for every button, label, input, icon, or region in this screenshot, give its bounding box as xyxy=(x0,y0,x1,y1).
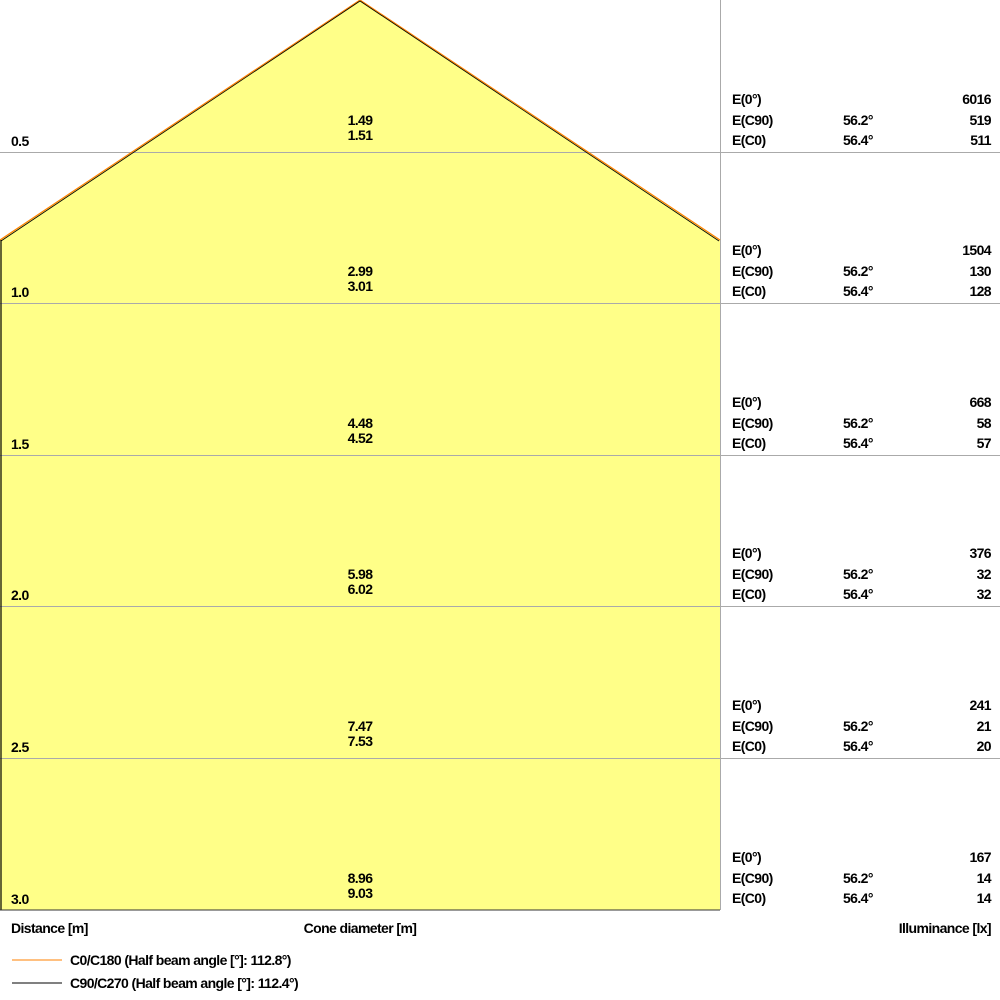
cone-diameter-c0: 7.53 xyxy=(347,733,373,749)
ec0-value: 32 xyxy=(976,586,992,602)
ec90-label: E(C90) xyxy=(732,415,773,431)
ec90-value: 21 xyxy=(976,718,992,734)
ec0-label: E(C0) xyxy=(732,738,766,754)
e0-label: E(0°) xyxy=(732,849,762,865)
cone-diameter-axis-label: Cone diameter [m] xyxy=(303,920,417,936)
ec90-value: 14 xyxy=(976,870,992,886)
e0-value: 1504 xyxy=(962,242,991,258)
e0-value: 6016 xyxy=(962,91,991,107)
e0-value: 668 xyxy=(969,394,991,410)
e0-label: E(0°) xyxy=(732,697,762,713)
ec90-value: 32 xyxy=(976,566,992,582)
distance-label: 1.5 xyxy=(11,436,29,452)
ec90-angle: 56.2° xyxy=(843,112,873,128)
ec0-label: E(C0) xyxy=(732,283,766,299)
ec0-value: 128 xyxy=(969,283,991,299)
ec90-label: E(C90) xyxy=(732,870,773,886)
cone-diameter-c90: 5.98 xyxy=(347,566,373,582)
distance-axis-label: Distance [m] xyxy=(11,920,88,936)
legend-c90: C90/C270 (Half beam angle [°]: 112.4°) xyxy=(70,975,299,991)
e0-value: 376 xyxy=(969,545,991,561)
ec0-value: 14 xyxy=(976,890,992,906)
ec0-label: E(C0) xyxy=(732,586,766,602)
ec0-angle: 56.4° xyxy=(843,435,873,451)
ec0-label: E(C0) xyxy=(732,890,766,906)
ec0-value: 20 xyxy=(976,738,992,754)
distance-label: 2.0 xyxy=(11,587,29,603)
e0-label: E(0°) xyxy=(732,394,762,410)
e0-label: E(0°) xyxy=(732,242,762,258)
legend-c0: C0/C180 (Half beam angle [°]: 112.8°) xyxy=(70,952,291,968)
ec90-angle: 56.2° xyxy=(843,566,873,582)
cone-diameter-c90: 4.48 xyxy=(347,415,373,431)
illuminance-axis-label: Illuminance [lx] xyxy=(898,920,992,936)
ec0-angle: 56.4° xyxy=(843,283,873,299)
ec90-angle: 56.2° xyxy=(843,870,873,886)
c90-cone-edge-left xyxy=(0,0,361,242)
ec90-label: E(C90) xyxy=(732,718,773,734)
c0-cone-edge-left xyxy=(0,0,361,241)
ec90-angle: 56.2° xyxy=(843,718,873,734)
cone-diameter-c90: 7.47 xyxy=(347,718,373,734)
cone-diameter-c0: 3.01 xyxy=(347,278,373,294)
c90-cone-edge-right xyxy=(359,0,720,242)
e0-label: E(0°) xyxy=(732,545,762,561)
distance-label: 2.5 xyxy=(11,739,29,755)
cone-diameter-c90: 1.49 xyxy=(347,112,373,128)
ec90-angle: 56.2° xyxy=(843,263,873,279)
e0-value: 241 xyxy=(969,697,991,713)
ec0-value: 511 xyxy=(970,132,991,148)
e0-value: 167 xyxy=(969,849,991,865)
ec0-label: E(C0) xyxy=(732,132,766,148)
c0-cone-edge-right xyxy=(359,0,721,241)
ec90-value: 130 xyxy=(969,263,991,279)
e0-label: E(0°) xyxy=(732,91,762,107)
distance-label: 3.0 xyxy=(11,891,29,907)
ec90-label: E(C90) xyxy=(732,112,773,128)
ec90-label: E(C90) xyxy=(732,566,773,582)
ec90-value: 58 xyxy=(976,415,992,431)
distance-label: 1.0 xyxy=(11,284,29,300)
cone-diameter-c90: 8.96 xyxy=(347,870,373,886)
ec0-angle: 56.4° xyxy=(843,890,873,906)
ec90-value: 519 xyxy=(969,112,991,128)
cone-diameter-c90: 2.99 xyxy=(347,263,373,279)
ec0-value: 57 xyxy=(976,435,992,451)
cone-diameter-c0: 1.51 xyxy=(347,127,373,143)
ec0-label: E(C0) xyxy=(732,435,766,451)
ec0-angle: 56.4° xyxy=(843,132,873,148)
ec0-angle: 56.4° xyxy=(843,586,873,602)
cone-diameter-c0: 6.02 xyxy=(347,581,373,597)
cone-diameter-c0: 4.52 xyxy=(347,430,373,446)
ec90-angle: 56.2° xyxy=(843,415,873,431)
distance-label: 0.5 xyxy=(11,133,29,149)
ec0-angle: 56.4° xyxy=(843,738,873,754)
ec90-label: E(C90) xyxy=(732,263,773,279)
cone-diameter-c0: 9.03 xyxy=(347,885,373,901)
